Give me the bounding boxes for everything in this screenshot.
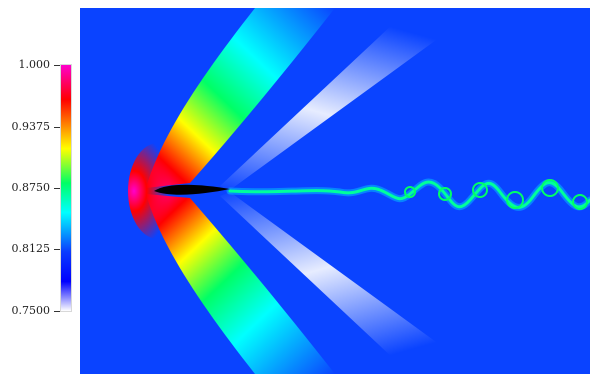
airfoil-body bbox=[154, 184, 230, 195]
lower-shock-region bbox=[146, 194, 335, 374]
colorbar-tickmark bbox=[54, 65, 60, 66]
upper-expansion-fan bbox=[220, 8, 480, 190]
flow-field-plot bbox=[80, 8, 590, 374]
colorbar-tick-4: 0.8125 bbox=[11, 242, 51, 255]
colorbar-tick-2: 0.9375 bbox=[11, 120, 51, 133]
upper-shock-region bbox=[146, 8, 335, 188]
colorbar-tick-max: 1.000 bbox=[18, 58, 51, 71]
colorbar-tickmark bbox=[54, 188, 60, 189]
wake-vortex-street bbox=[226, 178, 590, 211]
colorbar-tick-min: 0.7500 bbox=[11, 304, 51, 317]
colorbar-tickmark bbox=[54, 311, 60, 312]
flow-field-svg bbox=[128, 8, 590, 374]
colorbar bbox=[60, 64, 72, 312]
colorbar-tick-3: 0.8750 bbox=[11, 181, 51, 194]
lower-expansion-fan bbox=[220, 192, 480, 374]
colorbar-tickmark bbox=[54, 127, 60, 128]
colorbar-tickmark bbox=[54, 249, 60, 250]
